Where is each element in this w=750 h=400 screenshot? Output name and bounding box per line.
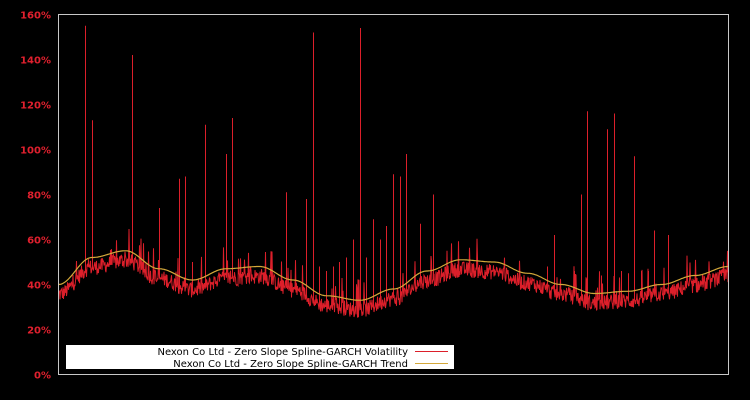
plot-frame bbox=[58, 14, 729, 375]
y-tick-label: 100% bbox=[20, 146, 51, 157]
y-tick-label: 0% bbox=[34, 371, 51, 382]
legend-label-trend: Nexon Co Ltd - Zero Slope Spline-GARCH T… bbox=[173, 359, 408, 370]
y-axis: 0% 20% 40% 60% 80% 100% 120% 140% 160% bbox=[20, 11, 51, 382]
y-tick-label: 120% bbox=[20, 101, 51, 112]
volatility-series-line bbox=[58, 25, 729, 318]
y-tick-label: 80% bbox=[27, 191, 51, 202]
legend-label-volatility: Nexon Co Ltd - Zero Slope Spline-GARCH V… bbox=[157, 347, 408, 358]
legend-box bbox=[66, 345, 454, 369]
y-tick-label: 140% bbox=[20, 56, 51, 67]
y-tick-label: 160% bbox=[20, 11, 51, 22]
y-tick-label: 40% bbox=[27, 281, 51, 292]
legend: Nexon Co Ltd - Zero Slope Spline-GARCH V… bbox=[66, 345, 454, 370]
plot-area bbox=[58, 25, 729, 318]
trend-series-line bbox=[58, 250, 729, 301]
y-tick-label: 60% bbox=[27, 236, 51, 247]
y-tick-label: 20% bbox=[27, 326, 51, 337]
